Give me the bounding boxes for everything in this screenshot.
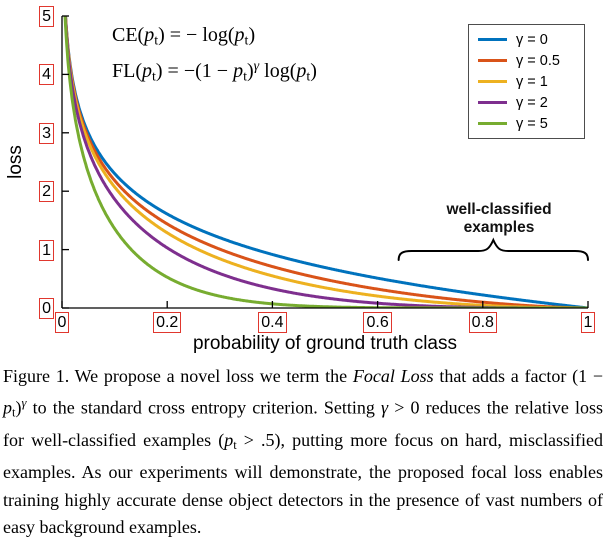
y-tick: 2 [14, 181, 54, 203]
x-tick: 0.4 [242, 312, 302, 333]
x-tick-label: 0.6 [363, 312, 392, 333]
text-run: t [243, 69, 247, 85]
annotation-line1: well-classified [446, 201, 552, 218]
brace [397, 237, 589, 261]
figure-caption: Figure 1. We propose a novel loss we ter… [0, 360, 606, 541]
legend-item: γ = 0 [478, 31, 575, 48]
y-tick-label: 1 [39, 239, 54, 261]
legend-line-swatch [478, 122, 507, 125]
x-tick-label: 0.2 [153, 312, 182, 333]
x-tick-label: 0.4 [258, 312, 287, 333]
focal-loss-figure: CE(pt) = − log(pt) FL(pt) = −(1 − pt)γ l… [0, 6, 606, 541]
legend-line-swatch [478, 38, 507, 41]
y-tick-label: 0 [39, 298, 54, 319]
curve-gamma-5 [63, 16, 588, 308]
text-run: γ [21, 396, 27, 411]
equations-block: CE(pt) = − log(pt) FL(pt) = −(1 − pt)γ l… [112, 20, 317, 85]
legend-line-swatch [478, 80, 507, 83]
text-run: p [144, 24, 155, 46]
text-run: ) [246, 60, 254, 82]
text-run: t [154, 33, 159, 49]
y-tick: 5 [14, 6, 54, 27]
text-run: γ [381, 397, 389, 418]
curve-gamma-0-5 [63, 16, 588, 308]
x-tick: 0.6 [348, 312, 408, 333]
legend-item: γ = 5 [478, 115, 575, 132]
text-run: p [234, 24, 245, 46]
text-run: FL( [112, 60, 142, 82]
legend: γ = 0 γ = 0.5 γ = 1 γ = 2 γ = 5 [468, 24, 585, 139]
x-tick-label: 1 [580, 312, 596, 333]
y-axis-label: loss [5, 145, 26, 179]
text-run: log( [259, 60, 297, 82]
text-run: p [142, 60, 152, 82]
y-tick: 3 [14, 122, 54, 144]
text-run: Figure 1. We propose a novel loss we ter… [3, 366, 353, 386]
text-run: p [296, 60, 307, 82]
text-run: ) = − log( [158, 24, 235, 46]
x-tick: 1 [558, 312, 606, 333]
y-tick-label: 5 [39, 6, 54, 27]
text-run: > .5), putting more focus on hard, miscl… [3, 430, 603, 538]
text-run: t [306, 69, 311, 85]
text-run: p [224, 430, 234, 451]
y-tick-label: 2 [39, 181, 54, 203]
y-tick: 1 [14, 239, 54, 261]
legend-item: γ = 0.5 [478, 52, 575, 69]
loss-chart: CE(pt) = − log(pt) FL(pt) = −(1 − pt)γ l… [5, 6, 606, 354]
x-tick-label: 0.8 [468, 312, 497, 333]
text-run: to the standard cross entropy criterion.… [26, 397, 381, 418]
curve-gamma-0 [64, 16, 588, 308]
annotation-line2: examples [463, 219, 535, 236]
x-tick: 0 [32, 312, 92, 333]
legend-item: γ = 2 [478, 94, 575, 111]
legend-label: γ = 0 [516, 31, 548, 48]
text-run: Focal Loss [352, 366, 434, 386]
y-tick-label: 3 [39, 122, 54, 144]
legend-label: γ = 1 [516, 73, 548, 90]
text-run: ) [310, 60, 317, 82]
x-tick: 0.8 [453, 312, 513, 333]
text-run: γ [253, 59, 260, 74]
legend-label: γ = 5 [516, 115, 548, 132]
legend-line-swatch [478, 59, 507, 62]
plot-svg [61, 15, 589, 309]
text-run: that adds a factor (1 − [433, 366, 603, 386]
text-run: ) [248, 24, 256, 46]
legend-item: γ = 1 [478, 73, 575, 90]
text-run: t [244, 33, 249, 49]
annotation-well-classified: well-classified examples [407, 201, 591, 237]
text-run: t [233, 438, 237, 453]
x-tick: 0.2 [137, 312, 197, 333]
equation-cross-entropy: CE(pt) = − log(pt) [112, 20, 317, 51]
text-run: p [3, 397, 12, 418]
x-axis-label: probability of ground truth class [192, 333, 458, 354]
text-run: ) = −(1 − [155, 60, 234, 82]
legend-label: γ = 2 [516, 94, 548, 111]
equation-focal-loss: FL(pt) = −(1 − pt)γ log(pt) [112, 51, 317, 85]
y-tick-label: 4 [39, 64, 54, 86]
text-run: t [12, 405, 16, 420]
text-run: > 0 reduces the relative loss for well-c… [3, 397, 604, 451]
text-run: t [152, 69, 156, 85]
text-run: CE( [112, 24, 145, 46]
text-run: ) [15, 397, 22, 418]
axes [61, 15, 589, 309]
x-tick-label: 0 [54, 312, 70, 333]
y-tick: 4 [14, 64, 54, 86]
legend-label: γ = 0.5 [516, 52, 560, 69]
text-run: p [233, 60, 244, 82]
y-tick: 0 [14, 298, 54, 319]
legend-line-swatch [478, 101, 507, 104]
